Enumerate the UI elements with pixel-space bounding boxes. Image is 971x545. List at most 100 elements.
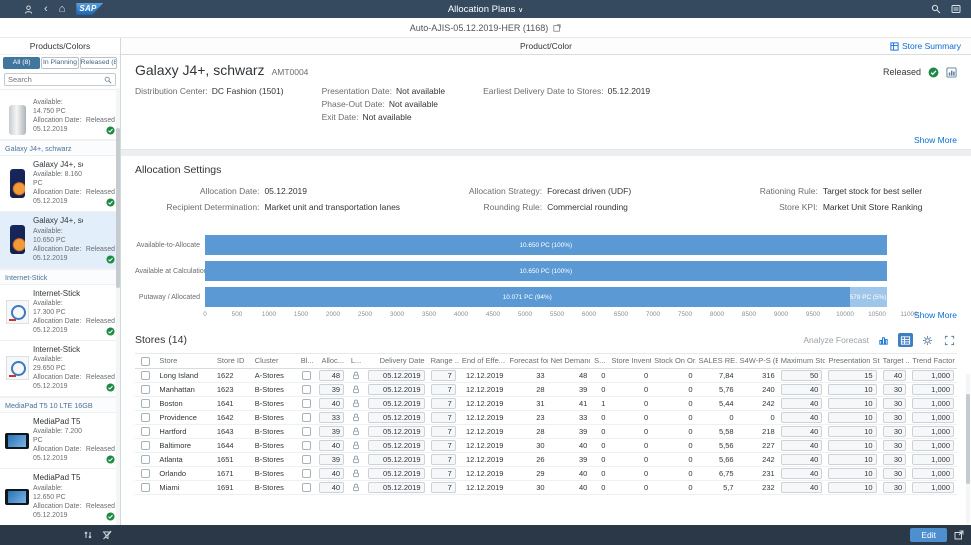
column-header[interactable]: Store ID	[213, 353, 252, 369]
lock-icon[interactable]	[352, 469, 360, 478]
trend-input[interactable]: 1,000	[912, 411, 954, 423]
column-header[interactable]: Maximum Stock	[777, 353, 826, 369]
analytics-icon[interactable]	[946, 66, 957, 78]
checkbox[interactable]	[141, 426, 151, 436]
alloc-input[interactable]: 39	[318, 425, 345, 437]
list-item[interactable]: Galaxy J4+, schwarz Available: 8.160 PCAl…	[0, 156, 120, 213]
target-input[interactable]: 30	[882, 453, 907, 465]
table-row[interactable]: Atlanta 1651 B-Stores 39 05.12.2019 7 12.12.20…	[135, 452, 957, 467]
checkbox[interactable]	[141, 412, 151, 422]
clear-sort-icon[interactable]	[102, 530, 112, 540]
sidebar-scrollbar[interactable]	[116, 88, 120, 525]
delivery-input[interactable]: 05.12.2019	[368, 369, 425, 381]
column-header[interactable]: Forecast for...	[506, 353, 548, 369]
list-item[interactable]: MediaPad T5 10 LTE ...Available: 12.650 …	[0, 469, 120, 525]
target-input[interactable]: 30	[882, 411, 907, 423]
lock-icon[interactable]	[352, 371, 360, 380]
edit-button[interactable]: Edit	[910, 528, 947, 542]
pres-input[interactable]: 10	[828, 467, 877, 479]
list-item[interactable]: Galaxy J4+, schwarzAvailable: 10.650 PCA…	[0, 212, 120, 269]
checkbox[interactable]	[302, 482, 312, 492]
table-row[interactable]: Hartford 1643 B-Stores 39 05.12.2019 7 12.12.2…	[135, 424, 957, 439]
column-header[interactable]: L...	[347, 353, 366, 369]
table-row[interactable]: Manhattan 1623 B-Stores 39 05.12.2019 7 12.12.…	[135, 382, 957, 397]
table-row[interactable]: Long Island 1622 A-Stores 48 05.12.2019 7 12.1…	[135, 368, 957, 383]
pres-input[interactable]: 10	[828, 481, 877, 493]
target-input[interactable]: 30	[882, 397, 907, 409]
trend-input[interactable]: 1,000	[912, 481, 954, 493]
max-input[interactable]: 40	[780, 411, 823, 423]
delivery-input[interactable]: 05.12.2019	[368, 453, 425, 465]
range-input[interactable]: 7	[430, 467, 456, 479]
alloc-input[interactable]: 40	[318, 467, 345, 479]
checkbox[interactable]	[141, 454, 151, 464]
max-input[interactable]: 40	[780, 439, 823, 451]
table-scrollbar[interactable]	[966, 374, 970, 524]
max-input[interactable]: 40	[780, 481, 823, 493]
delivery-input[interactable]: 05.12.2019	[368, 397, 425, 409]
user-icon[interactable]	[24, 4, 33, 14]
max-input[interactable]: 40	[780, 453, 823, 465]
alloc-input[interactable]: 48	[318, 369, 345, 381]
list-item[interactable]: Internet-Stick Available: 29.650 PC Alloca…	[0, 340, 120, 398]
chart-bar-segment[interactable]: 10.650 PC (100%)	[205, 261, 887, 281]
sort-icon[interactable]	[83, 530, 93, 540]
target-input[interactable]: 30	[882, 439, 907, 451]
search-icon[interactable]	[104, 76, 112, 84]
chart-bar-segment[interactable]: 10.650 PC (100%)	[205, 235, 887, 255]
sidebar-filter-tab-2[interactable]: Released (8)	[79, 57, 117, 69]
search-input[interactable]	[8, 75, 104, 84]
column-header[interactable]: Bl...	[297, 353, 316, 369]
checkbox[interactable]	[302, 440, 312, 450]
select-all-checkbox[interactable]	[135, 353, 157, 369]
table-row[interactable]: Miami 1691 B-Stores 40 05.12.2019 7 12.12.2019…	[135, 480, 957, 495]
pres-input[interactable]: 15	[828, 369, 877, 381]
delivery-input[interactable]: 05.12.2019	[368, 439, 425, 451]
list-item[interactable]: Available: 14.750 PC Allocation Date: 05.…	[0, 90, 120, 140]
checkbox[interactable]	[302, 398, 312, 408]
trend-input[interactable]: 1,000	[912, 467, 954, 479]
checkbox[interactable]	[141, 482, 151, 492]
pres-input[interactable]: 10	[828, 411, 877, 423]
checkbox[interactable]	[302, 412, 312, 422]
home-icon[interactable]: ⌂	[58, 3, 66, 15]
column-header[interactable]: End of Effe...	[458, 353, 507, 369]
sidebar-filter-tab-1[interactable]: In Planning	[41, 57, 79, 69]
lock-icon[interactable]	[352, 483, 360, 492]
target-input[interactable]: 30	[882, 383, 907, 395]
tab-product-color[interactable]: Product/Color	[520, 41, 572, 51]
list-item[interactable]: Internet-Stick Available: 17.300 PC Alloca…	[0, 284, 120, 341]
trend-input[interactable]: 1,000	[912, 383, 954, 395]
checkbox[interactable]	[302, 468, 312, 478]
pres-input[interactable]: 10	[828, 397, 877, 409]
fullscreen-icon[interactable]	[942, 333, 957, 347]
column-header[interactable]: Delivery Date	[365, 353, 428, 369]
target-input[interactable]: 40	[882, 369, 907, 381]
range-input[interactable]: 7	[430, 453, 456, 465]
lock-icon[interactable]	[352, 455, 360, 464]
lock-icon[interactable]	[352, 413, 360, 422]
column-header[interactable]: Net Demand	[547, 353, 591, 369]
range-input[interactable]: 7	[430, 369, 456, 381]
column-header[interactable]: SALES RE...	[695, 353, 737, 369]
alloc-input[interactable]: 40	[318, 439, 345, 451]
chart-view-icon[interactable]	[876, 333, 891, 347]
trend-input[interactable]: 1,000	[912, 439, 954, 451]
column-header[interactable]: Target ...	[879, 353, 910, 369]
column-header[interactable]: Store	[156, 353, 214, 369]
checkbox[interactable]	[141, 468, 151, 478]
max-input[interactable]: 40	[780, 397, 823, 409]
column-header[interactable]: S...	[590, 353, 609, 369]
lock-icon[interactable]	[352, 399, 360, 408]
range-input[interactable]: 7	[430, 397, 456, 409]
pres-input[interactable]: 10	[828, 383, 877, 395]
table-row[interactable]: Baltimore 1644 B-Stores 40 05.12.2019 7 12.12.…	[135, 438, 957, 453]
checkbox[interactable]	[302, 384, 312, 394]
column-header[interactable]: Trend Factor	[909, 353, 957, 369]
lock-icon[interactable]	[352, 441, 360, 450]
settings-icon[interactable]	[920, 333, 935, 347]
checkbox[interactable]	[302, 454, 312, 464]
lock-icon[interactable]	[352, 427, 360, 436]
target-input[interactable]: 30	[882, 481, 907, 493]
delivery-input[interactable]: 05.12.2019	[368, 411, 425, 423]
